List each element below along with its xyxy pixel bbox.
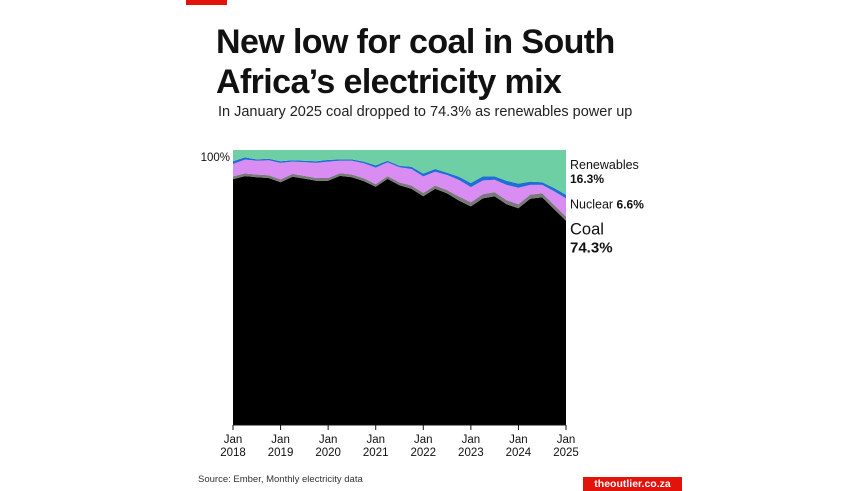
- x-tick-month: Jan: [224, 434, 243, 446]
- chart-title: New low for coal in South Africa’s elect…: [216, 23, 615, 101]
- area-other: [233, 173, 566, 221]
- label-renewables-name: Renewables: [570, 158, 639, 172]
- x-tick-month: Jan: [319, 434, 338, 446]
- x-tick-year: 2023: [458, 447, 484, 459]
- area-coal: [233, 175, 566, 425]
- label-nuclear: Nuclear 6.6%: [570, 197, 644, 211]
- area-renewables: [233, 150, 566, 195]
- x-tick-month: Jan: [509, 434, 528, 446]
- chart-subtitle: In January 2025 coal dropped to 74.3% as…: [218, 104, 633, 120]
- x-tick-month: Jan: [271, 434, 290, 446]
- x-tick-year: 2025: [553, 447, 579, 459]
- x-tick-month: Jan: [557, 434, 576, 446]
- x-tick-month: Jan: [462, 434, 481, 446]
- y-tick-label: 100%: [201, 152, 230, 164]
- x-tick-year: 2022: [410, 447, 436, 459]
- x-tick-month: Jan: [366, 434, 385, 446]
- x-tick-year: 2018: [220, 447, 246, 459]
- area-nuclear: [233, 159, 566, 217]
- source-note: Source: Ember, Monthly electricity data: [198, 474, 363, 485]
- label-coal-value: 74.3%: [570, 240, 613, 257]
- x-tick-year: 2021: [363, 447, 389, 459]
- area-layers: [233, 150, 566, 425]
- x-tick-year: 2019: [268, 447, 294, 459]
- top-accent-bar: [186, 0, 227, 5]
- chart-axes: Jan2018Jan2019Jan2020Jan2021Jan2022Jan20…: [201, 152, 579, 459]
- brand-badge[interactable]: theoutlier.co.za: [583, 477, 682, 491]
- x-tick-year: 2020: [315, 447, 341, 459]
- x-tick-month: Jan: [414, 434, 433, 446]
- label-coal-name: Coal: [570, 221, 604, 239]
- label-renewables-value: 16.3%: [570, 172, 604, 186]
- x-tick-year: 2024: [506, 447, 532, 459]
